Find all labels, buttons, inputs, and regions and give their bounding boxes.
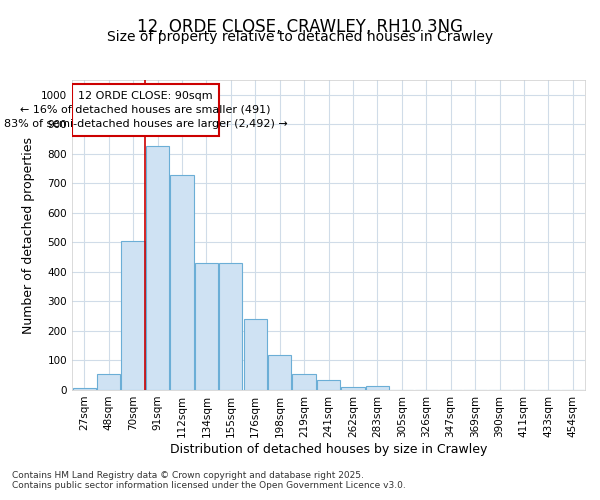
Text: Size of property relative to detached houses in Crawley: Size of property relative to detached ho… (107, 30, 493, 44)
Bar (146, 146, 169, 390)
Bar (244, 319, 267, 390)
Bar (366, 386, 389, 390)
X-axis label: Distribution of detached houses by size in Crawley: Distribution of detached houses by size … (170, 442, 487, 456)
Bar (121, 241, 145, 390)
Bar (170, 175, 194, 390)
FancyBboxPatch shape (73, 84, 218, 136)
Text: 12 ORDE CLOSE: 90sqm
← 16% of detached houses are smaller (491)
83% of semi-deta: 12 ORDE CLOSE: 90sqm ← 16% of detached h… (4, 90, 287, 128)
Bar (195, 263, 218, 390)
Bar (97, 374, 120, 390)
Text: Contains public sector information licensed under the Open Government Licence v3: Contains public sector information licen… (12, 482, 406, 490)
Text: Contains HM Land Registry data © Crown copyright and database right 2025.: Contains HM Land Registry data © Crown c… (12, 470, 364, 480)
Bar (268, 355, 291, 390)
Bar (292, 374, 316, 390)
Bar (317, 380, 340, 390)
Text: 12, ORDE CLOSE, CRAWLEY, RH10 3NG: 12, ORDE CLOSE, CRAWLEY, RH10 3NG (137, 18, 463, 36)
Y-axis label: Number of detached properties: Number of detached properties (22, 136, 35, 334)
Bar (341, 387, 365, 390)
Bar (219, 263, 242, 390)
Bar (73, 388, 96, 390)
